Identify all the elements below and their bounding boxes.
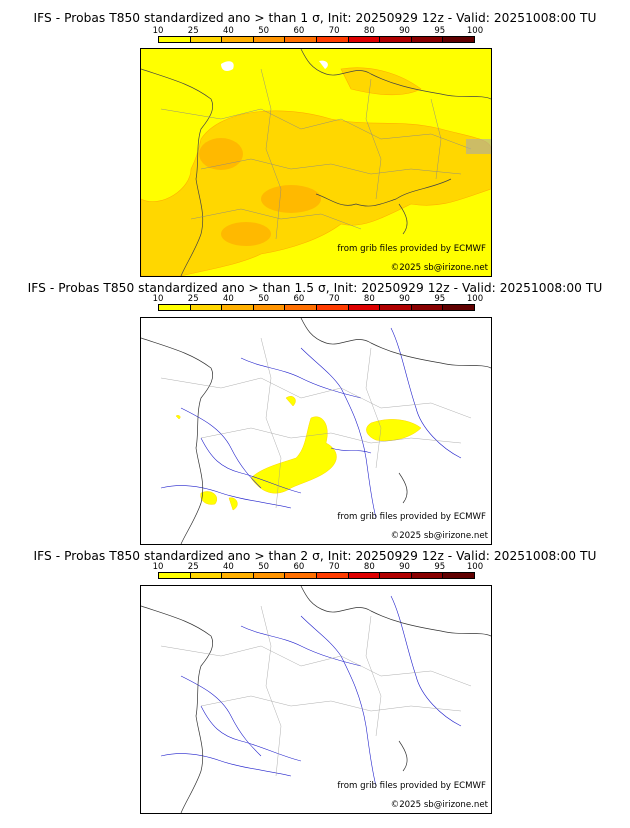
map-2-copyright: ©2025 sb@irizone.net [390, 531, 488, 541]
colorbar-swatch [411, 37, 444, 42]
colorbar-tick-label: 90 [399, 294, 410, 304]
colorbar-2-strip [158, 304, 475, 311]
colorbar-swatch [411, 305, 444, 310]
colorbar-tick-label: 10 [152, 26, 164, 36]
colorbar-swatch [159, 305, 191, 310]
colorbar-tick-label: 25 [187, 562, 199, 572]
colorbar-swatch [190, 37, 223, 42]
colorbar-swatch [348, 305, 381, 310]
colorbar-swatch [380, 573, 412, 578]
colorbar-tick-label: 95 [434, 26, 446, 36]
colorbar-swatch [411, 573, 444, 578]
colorbar-swatch [348, 37, 381, 42]
map-3[interactable]: from grib files provided by ECMWF ©2025 … [140, 585, 492, 814]
map-1-copyright: ©2025 sb@irizone.net [390, 263, 488, 273]
colorbar-tick-label: 70 [328, 562, 340, 572]
colorbar-tick-label: 25 [187, 294, 199, 304]
colorbar-3-strip [158, 572, 475, 579]
map-3-canvas [141, 586, 491, 813]
colorbar-tick-label: 40 [223, 294, 234, 304]
panel-3-title: IFS - Probas T850 standardized ano > tha… [33, 549, 597, 563]
colorbar-swatch [443, 305, 474, 310]
colorbar-swatch [253, 305, 286, 310]
colorbar-swatch [285, 305, 317, 310]
colorbar-swatch [253, 573, 286, 578]
colorbar-tick-label: 95 [434, 294, 446, 304]
colorbar-tick-label: 25 [187, 26, 199, 36]
colorbar-3-labels: 10 25 40 50 60 70 80 90 95 100 [153, 562, 484, 572]
colorbar-swatch [348, 573, 381, 578]
map-1[interactable]: from grib files provided by ECMWF ©2025 … [140, 48, 492, 277]
colorbar-tick-label: 40 [223, 562, 234, 572]
map-1-canvas [141, 49, 491, 276]
colorbar-tick-label: 60 [293, 562, 305, 572]
colorbar-tick-label: 50 [258, 26, 270, 36]
map-2-grib-credit: from grib files provided by ECMWF [337, 512, 486, 522]
colorbar-swatch [316, 37, 349, 42]
colorbar-swatch [285, 37, 317, 42]
colorbar-tick-label: 100 [466, 294, 484, 304]
colorbar-swatch [443, 573, 474, 578]
colorbar-tick-label: 50 [258, 562, 270, 572]
colorbar-swatch [380, 37, 412, 42]
colorbar-tick-label: 80 [363, 294, 375, 304]
panel-1-title: IFS - Probas T850 standardized ano > tha… [33, 11, 597, 25]
colorbar-tick-label: 10 [152, 562, 164, 572]
colorbar-tick-label: 60 [293, 294, 305, 304]
colorbar-tick-label: 50 [258, 294, 270, 304]
colorbar-swatch [222, 37, 254, 42]
colorbar-tick-label: 70 [328, 26, 340, 36]
colorbar-tick-label: 90 [399, 562, 410, 572]
colorbar-swatch [285, 573, 317, 578]
colorbar-swatch [443, 37, 474, 42]
colorbar-tick-label: 60 [293, 26, 305, 36]
map-2[interactable]: from grib files provided by ECMWF ©2025 … [140, 317, 492, 545]
colorbar-tick-label: 90 [399, 26, 410, 36]
map-3-grib-credit: from grib files provided by ECMWF [337, 781, 486, 791]
map-1-grib-credit: from grib files provided by ECMWF [337, 244, 486, 254]
colorbar-swatch [222, 573, 254, 578]
colorbar-tick-label: 100 [466, 26, 484, 36]
colorbar-tick-label: 80 [363, 562, 375, 572]
colorbar-tick-label: 95 [434, 562, 446, 572]
colorbar-swatch [316, 573, 349, 578]
colorbar-swatch [222, 305, 254, 310]
colorbar-tick-label: 80 [363, 26, 375, 36]
colorbar-1-strip [158, 36, 475, 43]
colorbar-swatch [190, 305, 223, 310]
colorbar-tick-label: 70 [328, 294, 340, 304]
colorbar-swatch [159, 573, 191, 578]
panel-2-title: IFS - Probas T850 standardized ano > tha… [27, 281, 603, 295]
colorbar-swatch [253, 37, 286, 42]
colorbar-tick-label: 10 [152, 294, 164, 304]
colorbar-swatch [190, 573, 223, 578]
colorbar-swatch [159, 37, 191, 42]
map-2-canvas [141, 318, 491, 544]
colorbar-2-labels: 10 25 40 50 60 70 80 90 95 100 [153, 294, 484, 304]
colorbar-1-labels: 10 25 40 50 60 70 80 90 95 100 [153, 26, 484, 36]
colorbar-tick-label: 40 [223, 26, 234, 36]
colorbar-swatch [380, 305, 412, 310]
map-3-copyright: ©2025 sb@irizone.net [390, 800, 488, 810]
colorbar-tick-label: 100 [466, 562, 484, 572]
colorbar-swatch [316, 305, 349, 310]
